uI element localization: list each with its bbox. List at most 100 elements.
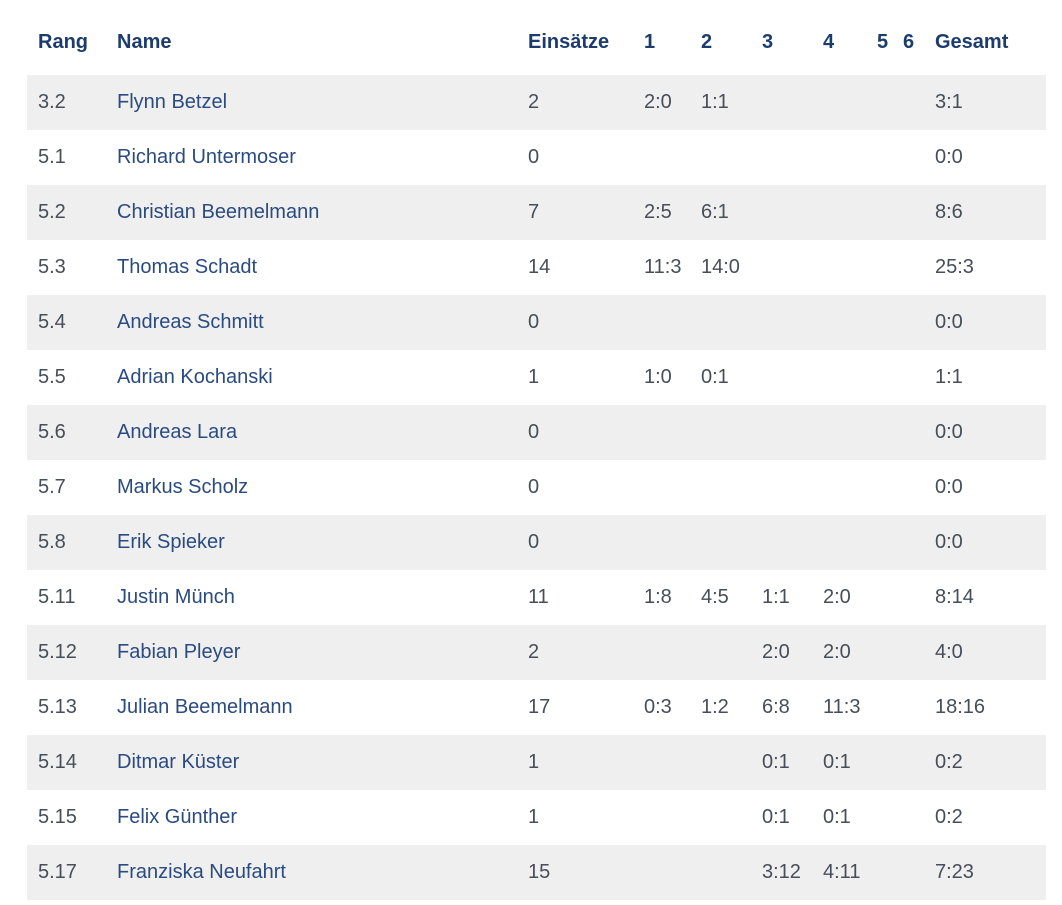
round-1-cell: 1:0: [644, 366, 672, 388]
gesamt-cell: 0:2: [935, 806, 963, 828]
round-2-cell: [701, 735, 762, 790]
rank-cell: 5.5: [38, 366, 66, 388]
einsaetze-cell: 1: [528, 751, 540, 773]
round-5-cell: [877, 515, 903, 570]
round-6-cell: [903, 405, 935, 460]
round-5-cell: [877, 735, 903, 790]
player-name-link[interactable]: Franziska Neufahrt: [117, 861, 286, 883]
round-6-cell: [903, 350, 935, 405]
round-3-cell: [762, 130, 823, 185]
column-header-rang: Rang: [38, 31, 88, 53]
player-name-link[interactable]: Markus Scholz: [117, 476, 249, 498]
round-3-cell: [762, 295, 823, 350]
round-1-cell: 0:3: [644, 696, 672, 718]
table-row: 5.7 Markus Scholz 0 0:0: [27, 460, 1046, 515]
round-5-cell: [877, 130, 903, 185]
round-5-cell: [877, 570, 903, 625]
rank-cell: 5.11: [38, 586, 76, 608]
round-4-cell: [823, 350, 877, 405]
round-4-cell: [823, 240, 877, 295]
player-name-link[interactable]: Richard Untermoser: [117, 146, 296, 168]
round-1-cell: [644, 790, 701, 845]
gesamt-cell: 8:14: [935, 586, 974, 608]
column-header-einsaetze: Einsätze: [528, 31, 610, 53]
round-4-cell: [823, 185, 877, 240]
table-row: 5.4 Andreas Schmitt 0 0:0: [27, 295, 1046, 350]
round-2-cell: 6:1: [701, 201, 729, 223]
rank-cell: 5.1: [38, 146, 66, 168]
player-name-link[interactable]: Erik Spieker: [117, 531, 225, 553]
table-row: 5.11 Justin Münch 11 1:8 4:5 1:1 2:0 8:1…: [27, 570, 1046, 625]
einsaetze-cell: 1: [528, 806, 540, 828]
round-1-cell: [644, 460, 701, 515]
round-6-cell: [903, 240, 935, 295]
player-name-link[interactable]: Flynn Betzel: [117, 91, 228, 113]
rank-cell: 5.14: [38, 751, 77, 773]
gesamt-cell: 25:3: [935, 256, 974, 278]
player-name-link[interactable]: Julian Beemelmann: [117, 696, 293, 718]
round-5-cell: [877, 75, 903, 130]
round-6-cell: [903, 735, 935, 790]
rank-cell: 5.17: [38, 861, 77, 883]
round-2-cell: [701, 405, 762, 460]
rank-cell: 3.2: [38, 91, 66, 113]
einsaetze-cell: 0: [528, 311, 540, 333]
column-header-round-5: 5: [877, 31, 889, 53]
round-2-cell: 1:1: [701, 91, 729, 113]
round-4-cell: [823, 75, 877, 130]
round-6-cell: [903, 570, 935, 625]
gesamt-cell: 18:16: [935, 696, 986, 718]
round-4-cell: 2:0: [823, 641, 851, 663]
round-2-cell: [701, 515, 762, 570]
player-name-link[interactable]: Andreas Lara: [117, 421, 238, 443]
round-3-cell: [762, 185, 823, 240]
player-name-link[interactable]: Justin Münch: [117, 586, 235, 608]
einsaetze-cell: 15: [528, 861, 551, 883]
gesamt-cell: 4:0: [935, 641, 963, 663]
round-2-cell: [701, 295, 762, 350]
round-3-cell: 6:8: [762, 696, 790, 718]
round-1-cell: [644, 625, 701, 680]
column-header-round-3: 3: [762, 31, 774, 53]
einsaetze-cell: 2: [528, 641, 540, 663]
round-1-cell: [644, 130, 701, 185]
round-3-cell: [762, 460, 823, 515]
rank-cell: 5.12: [38, 641, 77, 663]
round-6-cell: [903, 845, 935, 900]
round-3-cell: 1:1: [762, 586, 790, 608]
table-header: Rang Name Einsätze 1 2 3 4 5 6 Gesamt: [27, 10, 1046, 75]
rank-cell: 5.4: [38, 311, 66, 333]
player-name-link[interactable]: Thomas Schadt: [117, 256, 258, 278]
round-6-cell: [903, 185, 935, 240]
round-4-cell: 11:3: [823, 696, 861, 718]
player-name-link[interactable]: Adrian Kochanski: [117, 366, 273, 388]
round-1-cell: [644, 515, 701, 570]
round-6-cell: [903, 790, 935, 845]
round-5-cell: [877, 185, 903, 240]
table-row: 5.1 Richard Untermoser 0 0:0: [27, 130, 1046, 185]
einsaetze-cell: 0: [528, 421, 540, 443]
table-row: 5.13 Julian Beemelmann 17 0:3 1:2 6:8 11…: [27, 680, 1046, 735]
round-4-cell: [823, 460, 877, 515]
einsaetze-cell: 0: [528, 476, 540, 498]
player-name-link[interactable]: Felix Günther: [117, 806, 238, 828]
round-5-cell: [877, 625, 903, 680]
round-2-cell: 1:2: [701, 696, 729, 718]
round-2-cell: [701, 130, 762, 185]
round-5-cell: [877, 680, 903, 735]
round-3-cell: 3:12: [762, 861, 801, 883]
player-statistics-table: Rang Name Einsätze 1 2 3 4 5 6 Gesamt 3.…: [27, 10, 1046, 900]
column-header-name: Name: [117, 31, 172, 53]
player-name-link[interactable]: Andreas Schmitt: [117, 311, 264, 333]
player-name-link[interactable]: Fabian Pleyer: [117, 641, 241, 663]
player-name-link[interactable]: Christian Beemelmann: [117, 201, 320, 223]
column-header-round-6: 6: [903, 31, 915, 53]
round-4-cell: [823, 130, 877, 185]
player-name-link[interactable]: Ditmar Küster: [117, 751, 240, 773]
round-2-cell: 4:5: [701, 586, 729, 608]
gesamt-cell: 0:2: [935, 751, 963, 773]
round-5-cell: [877, 405, 903, 460]
round-5-cell: [877, 240, 903, 295]
round-2-cell: 14:0: [701, 256, 740, 278]
table-row: 3.2 Flynn Betzel 2 2:0 1:1 3:1: [27, 75, 1046, 130]
